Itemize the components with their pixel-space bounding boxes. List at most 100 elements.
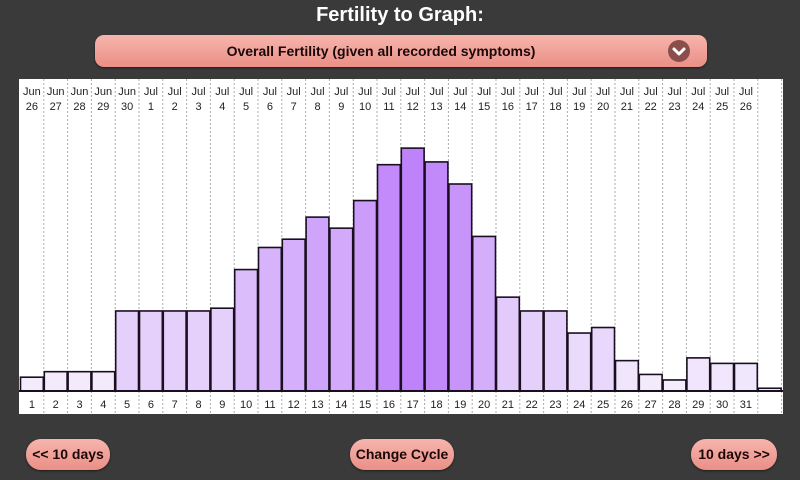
bar-day-1 xyxy=(19,376,45,392)
date-day-label: 30 xyxy=(121,101,133,113)
date-day-label: 11 xyxy=(383,101,394,113)
bar-day-27 xyxy=(638,373,663,392)
date-month-label: Jul xyxy=(667,86,681,98)
date-day-label: 13 xyxy=(430,101,442,113)
date-month-label: Jul xyxy=(501,86,515,98)
date-day-label: 26 xyxy=(26,101,38,113)
date-day-label: 20 xyxy=(597,101,609,113)
chart-svg: Jun26Jun27Jun28Jun29Jun30Jul1Jul2Jul3Jul… xyxy=(19,79,783,414)
date-day-label: 4 xyxy=(219,101,225,113)
cycle-day-label: 14 xyxy=(335,399,347,411)
date-day-label: 14 xyxy=(454,101,466,113)
cycle-day-label: 10 xyxy=(240,399,252,411)
cycle-day-label: 12 xyxy=(288,399,300,411)
date-month-label: Jul xyxy=(739,86,753,98)
date-month-label: Jul xyxy=(572,86,586,98)
date-day-label: 10 xyxy=(359,101,371,113)
date-month-label: Jul xyxy=(215,86,229,98)
cycle-day-label: 20 xyxy=(478,399,490,411)
bar-day-10 xyxy=(233,268,259,392)
date-month-label: Jul xyxy=(191,86,205,98)
date-day-label: 15 xyxy=(478,101,490,113)
cycle-day-label: 23 xyxy=(549,399,561,411)
cycle-day-label: 2 xyxy=(53,399,59,411)
date-month-label: Jul xyxy=(715,86,729,98)
date-day-label: 12 xyxy=(407,101,419,113)
date-month-label: Jul xyxy=(429,86,443,98)
prev-10-days-button[interactable]: << 10 days xyxy=(26,439,110,470)
page-title: Fertility to Graph: xyxy=(316,4,484,26)
bar-day-28 xyxy=(662,379,687,392)
bar-day-23 xyxy=(543,310,568,392)
cycle-day-label: 24 xyxy=(573,399,585,411)
date-day-label: 7 xyxy=(291,101,297,113)
bar-day-29 xyxy=(686,357,711,392)
date-month-label: Jul xyxy=(144,86,158,98)
cycle-day-label: 18 xyxy=(430,399,442,411)
date-day-label: 22 xyxy=(645,101,657,113)
cycle-day-label: 5 xyxy=(124,399,130,411)
bar-day-20 xyxy=(471,235,497,392)
dropdown-selected-value: Overall Fertility (given all recorded sy… xyxy=(226,43,536,59)
date-month-label: Jun xyxy=(47,86,65,98)
date-month-label: Jun xyxy=(94,86,112,98)
cycle-day-label: 13 xyxy=(311,399,323,411)
date-day-label: 9 xyxy=(338,101,344,113)
bar-day-2 xyxy=(43,370,68,392)
cycle-day-label: 22 xyxy=(526,399,538,411)
bar-day-4 xyxy=(91,370,116,392)
bar-day-15 xyxy=(352,199,378,392)
cycle-day-label: 3 xyxy=(76,399,82,411)
change-cycle-button[interactable]: Change Cycle xyxy=(350,439,454,470)
date-day-label: 21 xyxy=(621,101,633,113)
date-month-label: Jul xyxy=(453,86,467,98)
date-month-label: Jul xyxy=(358,86,372,98)
bar-day-13 xyxy=(305,216,330,392)
date-month-label: Jul xyxy=(596,86,610,98)
date-month-label: Jul xyxy=(477,86,491,98)
date-day-label: 2 xyxy=(172,101,178,113)
date-month-label: Jun xyxy=(118,86,136,98)
bar-day-5 xyxy=(114,310,140,392)
cycle-day-label: 9 xyxy=(219,399,225,411)
date-day-label: 23 xyxy=(668,101,680,113)
date-day-label: 17 xyxy=(526,101,538,113)
date-month-label: Jul xyxy=(168,86,182,98)
date-month-label: Jul xyxy=(382,86,396,98)
date-month-label: Jun xyxy=(23,86,41,98)
bar-day-3 xyxy=(67,370,92,392)
bar-day-6 xyxy=(138,310,164,392)
date-month-label: Jul xyxy=(263,86,277,98)
date-day-label: 6 xyxy=(267,101,273,113)
bar-day-12 xyxy=(281,238,306,392)
cycle-day-label: 21 xyxy=(502,399,514,411)
date-month-label: Jul xyxy=(644,86,658,98)
date-day-label: 16 xyxy=(502,101,514,113)
bar-day-31 xyxy=(733,362,759,392)
next-10-days-button[interactable]: 10 days >> xyxy=(691,439,777,470)
date-day-label: 24 xyxy=(692,101,704,113)
bar-day-16 xyxy=(376,163,402,392)
date-month-label: Jul xyxy=(287,86,301,98)
date-day-label: 8 xyxy=(314,101,320,113)
cycle-day-label: 17 xyxy=(407,399,419,411)
cycle-day-label: 19 xyxy=(454,399,466,411)
chevron-down-icon[interactable] xyxy=(668,40,690,62)
cycle-day-label: 4 xyxy=(100,399,106,411)
cycle-day-label: 28 xyxy=(668,399,680,411)
fertility-type-dropdown[interactable]: Overall Fertility (given all recorded sy… xyxy=(95,35,707,67)
fertility-chart: Jun 26 Jun 27 Jun 28 Jun 29 Jun 30 Jul 1 Jul 2 Jul 3 Jul… xyxy=(19,79,783,414)
bar-day-22 xyxy=(519,310,544,392)
date-month-label: Jul xyxy=(239,86,253,98)
cycle-day-label: 27 xyxy=(645,399,657,411)
bar-day-21 xyxy=(495,296,521,392)
bar-day-8 xyxy=(186,310,211,392)
cycle-day-label: 29 xyxy=(692,399,704,411)
date-day-label: 26 xyxy=(740,101,752,113)
cycle-day-label: 8 xyxy=(195,399,201,411)
date-day-label: 28 xyxy=(73,101,85,113)
date-month-label: Jul xyxy=(548,86,562,98)
bar-day-30 xyxy=(709,362,735,392)
bar-day-7 xyxy=(162,310,187,392)
bar-day-24 xyxy=(567,332,592,392)
